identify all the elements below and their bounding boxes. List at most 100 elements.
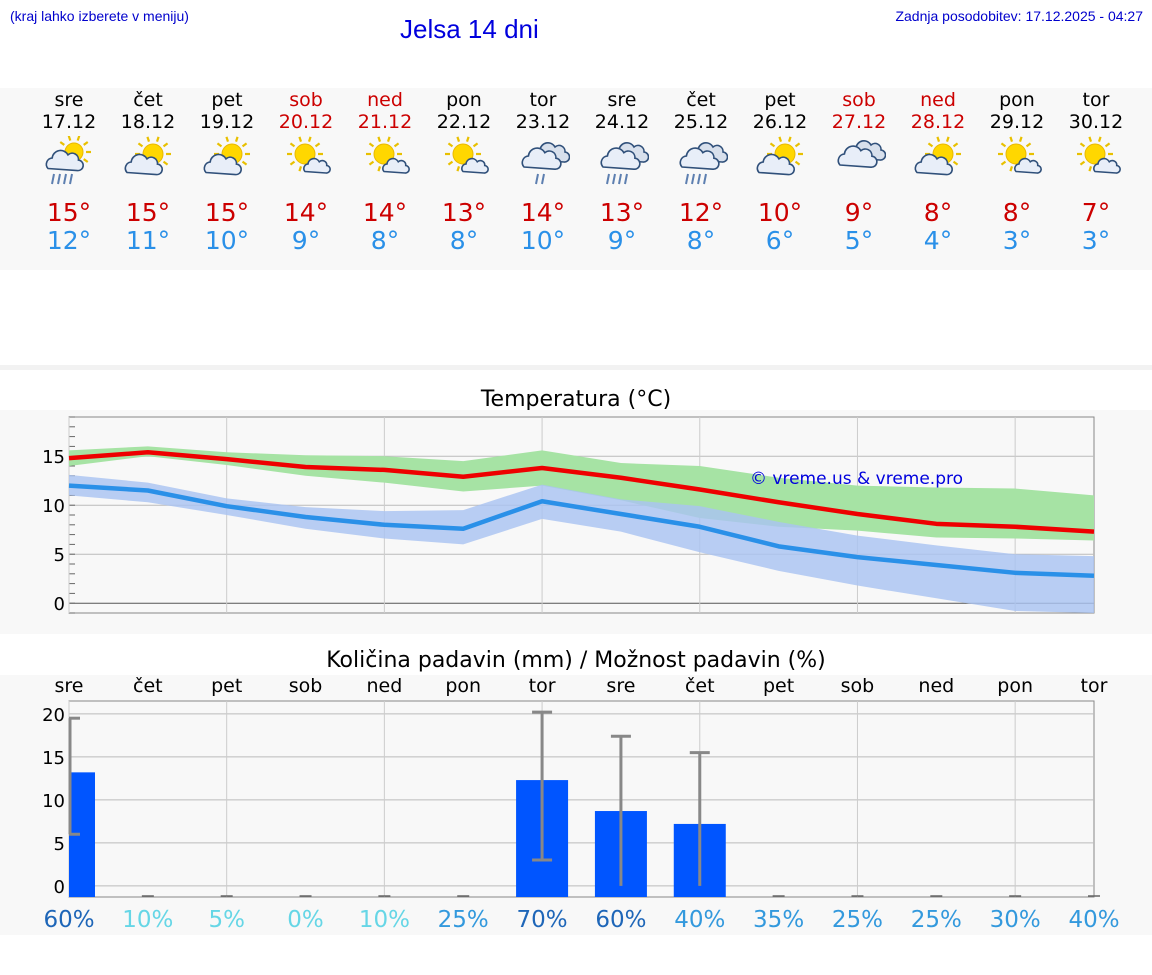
y-tick-label: 10 [42, 791, 65, 812]
day-date: 22.12 [436, 111, 492, 133]
cloud-heavy-rain-icon [600, 142, 649, 185]
min-temperature: 12° [46, 226, 92, 255]
min-temperature: 10° [520, 226, 566, 255]
sun-cloud-icon [756, 136, 803, 176]
day-date: 18.12 [120, 111, 176, 133]
day-date: 26.12 [752, 111, 808, 133]
precipitation-probability: 35% [753, 907, 804, 933]
temperature-chart-title: Temperatura (°C) [480, 387, 672, 412]
precipitation-probability: 5% [208, 907, 245, 933]
max-temperature: 15° [125, 198, 171, 227]
x-tick-label: pet [211, 675, 242, 697]
max-temperature: 14° [520, 198, 566, 227]
min-temperature: 5° [844, 226, 874, 255]
precipitation-probability: 40% [674, 907, 725, 933]
day-date: 25.12 [673, 111, 729, 133]
day-date: 30.12 [1068, 111, 1124, 133]
forecast-band [0, 88, 1152, 270]
day-date: 21.12 [357, 111, 413, 133]
temperature-line-max [68, 450, 1095, 534]
temperature-chart: 0 5 10 15 © vreme.us & vreme.pro [42, 416, 1095, 615]
rain-sun-icon [45, 136, 91, 185]
precipitation-probability: 60% [43, 907, 94, 933]
day-name: pet [211, 89, 243, 111]
day-date: 17.12 [41, 111, 97, 133]
precipitation-probability: 70% [517, 907, 568, 933]
max-temperature: 15° [204, 198, 250, 227]
y-tick-label: 0 [54, 594, 65, 615]
x-tick-label: čet [133, 675, 163, 697]
min-temperature: 11° [125, 226, 171, 255]
max-temperature: 10° [757, 198, 803, 227]
cloud-rain-icon [521, 142, 570, 185]
day-name: sre [54, 89, 84, 111]
max-temperature: 12° [678, 198, 724, 227]
day-name: ned [367, 89, 403, 111]
y-tick-label: 15 [42, 748, 65, 769]
day-name: pon [446, 89, 482, 111]
min-temperature: 9° [607, 226, 637, 255]
sun-small-cloud-icon [445, 136, 489, 174]
min-temperature: 8° [686, 226, 716, 255]
precipitation-probability: 10% [122, 907, 173, 933]
precipitation-probability: 30% [990, 907, 1041, 933]
max-temperature: 14° [283, 198, 329, 227]
x-tick-label: sob [841, 675, 875, 697]
x-tick-label: sre [55, 675, 84, 697]
day-date: 29.12 [989, 111, 1045, 133]
day-date: 27.12 [831, 111, 887, 133]
day-date: 23.12 [515, 111, 571, 133]
x-tick-label: pon [445, 675, 481, 697]
max-temperature: 8° [923, 198, 953, 227]
min-temperature: 3° [1081, 226, 1111, 255]
precipitation-probability: 60% [595, 907, 646, 933]
x-tick-label: sob [289, 675, 323, 697]
x-tick-label: ned [366, 675, 402, 697]
min-temperature: 10° [204, 226, 250, 255]
sun-cloud-icon [203, 136, 250, 176]
min-temperature: 9° [291, 226, 321, 255]
day-name: ned [920, 89, 956, 111]
x-tick-label: tor [1081, 675, 1108, 697]
day-name: sre [607, 89, 637, 111]
sun-small-cloud-icon [287, 136, 331, 174]
y-tick-label: 10 [42, 496, 65, 517]
day-name: pet [764, 89, 796, 111]
sun-cloud-icon [914, 136, 961, 176]
day-name: tor [529, 89, 557, 111]
precipitation-probability: 0% [287, 907, 324, 933]
y-tick-label: 5 [54, 545, 65, 566]
precipitation-probability: 25% [438, 907, 489, 933]
day-date: 20.12 [278, 111, 334, 133]
min-temperature: 3° [1002, 226, 1032, 255]
max-temperature: 15° [46, 198, 92, 227]
page-title: Jelsa 14 dni [400, 14, 539, 44]
day-date: 28.12 [910, 111, 966, 133]
sun-small-cloud-icon [998, 136, 1042, 174]
day-name: čet [133, 89, 163, 111]
temperature-line-min [68, 483, 1095, 579]
day-name: čet [686, 89, 716, 111]
watermark: © vreme.us & vreme.pro [750, 469, 963, 489]
plot-area [68, 700, 1095, 898]
max-temperature: 7° [1081, 198, 1111, 227]
x-tick-label: pet [763, 675, 794, 697]
max-temperature: 9° [844, 198, 874, 227]
x-tick-label: pon [997, 675, 1033, 697]
sun-small-cloud-icon [366, 136, 410, 174]
min-temperature: 8° [449, 226, 479, 255]
max-temperature: 8° [1002, 198, 1032, 227]
x-tick-label: sre [606, 675, 635, 697]
y-tick-label: 20 [42, 705, 65, 726]
day-name: tor [1082, 89, 1110, 111]
x-tick-label: tor [529, 675, 556, 697]
last-update: Zadnja posodobitev: 17.12.2025 - 04:27 [895, 8, 1143, 24]
day-name: pon [999, 89, 1035, 111]
x-tick-label: čet [685, 675, 715, 697]
precipitation-probability: 25% [911, 907, 962, 933]
precipitation-chart: 0 5 10 15 20 sre čet pet sob ned pon tor sre čet pet so… [42, 675, 1119, 933]
precipitation-chart-title: Količina padavin (mm) / Možnost padavin … [326, 648, 826, 673]
temperature-band-min-range [69, 474, 1094, 613]
y-tick-label: 0 [54, 877, 65, 898]
location-hint: (kraj lahko izberete v meniju) [10, 8, 189, 24]
